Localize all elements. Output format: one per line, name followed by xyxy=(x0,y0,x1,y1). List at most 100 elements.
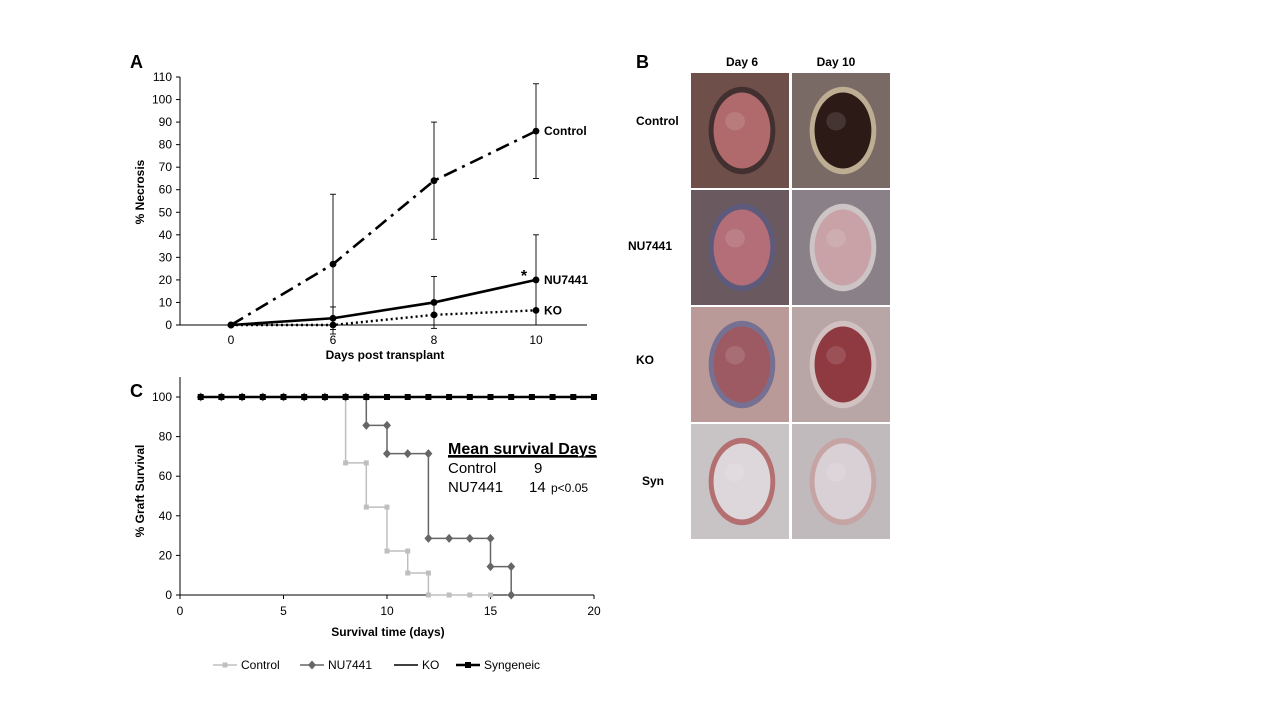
graft-highlight xyxy=(725,229,745,248)
series-line-nu7441 xyxy=(230,278,537,327)
panel-a-y-tick-label: 40 xyxy=(159,228,173,242)
photo-nu7441-day-6 xyxy=(691,190,789,305)
photo-control-day-10 xyxy=(792,73,890,188)
panel-c-chart: C 0 20 40 60 80 100 0 5 10 15 20 Survival time (da… xyxy=(130,377,601,672)
legend-swatch-marker xyxy=(222,662,228,668)
panel-b-label: B xyxy=(636,52,649,72)
panel-c-y-tick-label: 40 xyxy=(159,509,173,523)
survival-marker-syngeneic xyxy=(363,394,370,400)
panel-a-y-tick-label: 10 xyxy=(159,295,173,309)
data-point xyxy=(430,177,438,185)
panel-a-chart: A 0 10 20 30 40 50 60 70 80 90 100 110 0 6 8 10 Control… xyxy=(130,52,588,362)
column-header-day-10: Day 10 xyxy=(817,55,856,69)
survival-marker-control xyxy=(384,548,390,554)
significance-asterisk: * xyxy=(521,268,528,285)
panel-a-x-tick-label: 6 xyxy=(330,333,337,347)
survival-marker-syngeneic xyxy=(384,394,390,400)
survival-marker-syngeneic xyxy=(239,394,246,400)
panel-c-label: C xyxy=(130,381,143,401)
data-point xyxy=(532,276,540,284)
panel-b-photo-grid: B Day 6 Day 10 Control NU7441 KO Syn xyxy=(628,52,890,539)
graft-highlight xyxy=(826,463,846,482)
survival-marker-control xyxy=(343,460,349,466)
graft-wound xyxy=(713,443,771,520)
panel-a-y-tick-label: 90 xyxy=(159,115,173,129)
panel-a-y-tick-label: 60 xyxy=(159,183,173,197)
panel-c-y-tick-label: 0 xyxy=(165,588,172,602)
survival-marker-syngeneic xyxy=(218,394,225,400)
panel-a-label: A xyxy=(130,52,143,72)
survival-marker-control xyxy=(467,592,473,598)
panel-c-x-tick-label: 15 xyxy=(484,604,498,618)
mean-survival-annotation: Mean survival Days Control 9 NU7441 14 p… xyxy=(448,441,597,496)
panel-c-x-tick-label: 20 xyxy=(587,604,601,618)
panel-c-axes: 0 20 40 60 80 100 0 5 10 15 20 xyxy=(152,377,601,618)
row-header-control: Control xyxy=(636,114,679,128)
graft-wound xyxy=(713,92,771,169)
survival-marker-nu7441 xyxy=(362,420,371,430)
mean-survival-row-value: 14 xyxy=(529,479,546,496)
data-point xyxy=(329,314,337,322)
survival-marker-syngeneic xyxy=(508,394,515,400)
panel-c-x-tick-label: 0 xyxy=(177,604,184,618)
graft-highlight xyxy=(826,112,846,131)
graft-highlight xyxy=(725,112,745,131)
panel-a-x-tick-label: 8 xyxy=(431,333,438,347)
panel-a-y-tick-label: 100 xyxy=(152,93,172,107)
panel-a-y-tick-label: 50 xyxy=(159,205,173,219)
survival-marker-syngeneic xyxy=(404,394,411,400)
legend-label-nu7441: NU7441 xyxy=(328,658,372,672)
series-label-control: Control xyxy=(544,124,587,138)
panel-c-marks xyxy=(196,392,597,600)
panel-a-y-axis-title: % Necrosis xyxy=(133,159,147,224)
row-header-syn: Syn xyxy=(642,474,664,488)
survival-marker-nu7441 xyxy=(445,533,454,543)
survival-marker-control xyxy=(384,504,390,510)
survival-marker-control xyxy=(405,548,411,554)
graft-wound xyxy=(814,326,872,403)
survival-marker-syngeneic xyxy=(342,394,349,400)
mean-survival-row-value: 9 xyxy=(534,460,542,477)
survival-marker-syngeneic xyxy=(528,394,535,400)
survival-marker-syngeneic xyxy=(280,394,287,400)
survival-marker-control xyxy=(446,592,452,598)
photo-syn-day-6 xyxy=(691,424,789,539)
data-point xyxy=(532,127,540,135)
panel-a-x-tick-label: 10 xyxy=(529,333,543,347)
series-label-ko: KO xyxy=(544,303,562,317)
survival-marker-control xyxy=(425,570,431,576)
photo-control-day-6 xyxy=(691,73,789,188)
panel-c-x-tick-label: 5 xyxy=(280,604,287,618)
graft-wound xyxy=(814,443,872,520)
photo-nu7441-day-10 xyxy=(792,190,890,305)
survival-marker-syngeneic xyxy=(466,394,473,400)
panel-a-y-tick-label: 30 xyxy=(159,250,173,264)
data-point xyxy=(329,321,337,329)
survival-marker-syngeneic xyxy=(549,394,556,400)
panel-a-y-tick-label: 110 xyxy=(153,70,172,84)
panel-c-y-tick-label: 60 xyxy=(159,469,173,483)
graft-highlight xyxy=(725,463,745,482)
survival-marker-nu7441 xyxy=(465,533,474,543)
panel-a-x-axis-title: Days post transplant xyxy=(326,348,445,362)
survival-marker-syngeneic xyxy=(591,394,597,400)
panel-a-x-tick-label: 0 xyxy=(228,333,235,347)
panel-c-legend: Control NU7441 KO Syngeneic xyxy=(213,658,540,672)
photo-ko-day-6 xyxy=(691,307,789,422)
survival-marker-syngeneic xyxy=(570,394,577,400)
panel-a-y-tick-label: 0 xyxy=(165,318,172,332)
panel-a-axes: 0 10 20 30 40 50 60 70 80 90 100 110 0 6 8 10 xyxy=(152,70,587,347)
panel-c-x-tick-label: 10 xyxy=(380,604,394,618)
survival-marker-nu7441 xyxy=(424,449,433,459)
data-point xyxy=(532,306,540,314)
row-header-ko: KO xyxy=(636,353,654,367)
survival-marker-control xyxy=(425,592,431,598)
data-point xyxy=(227,321,235,329)
panel-a-marks: Control NU7441 KO * xyxy=(227,83,588,335)
survival-marker-syngeneic xyxy=(425,394,432,400)
survival-marker-syngeneic xyxy=(197,394,204,400)
survival-marker-nu7441 xyxy=(383,420,391,430)
legend-label-control: Control xyxy=(241,658,280,672)
panel-c-y-tick-label: 20 xyxy=(159,548,173,562)
